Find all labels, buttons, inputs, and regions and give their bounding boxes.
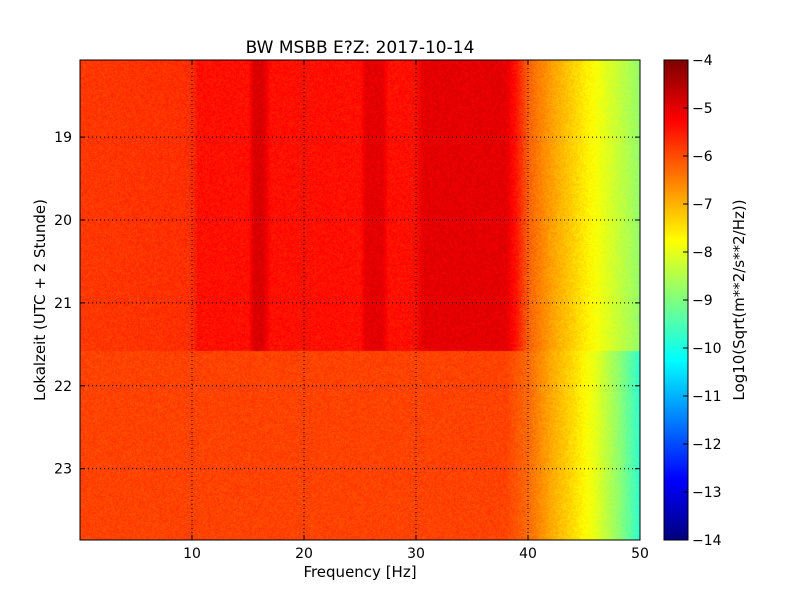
colorbar-tick-label: −10: [692, 341, 722, 357]
colorbar-frame: [663, 59, 689, 541]
colorbar-tick-label: −6: [692, 149, 713, 165]
x-tick-label: 20: [295, 546, 313, 562]
colorbar-tick-label: −14: [692, 533, 722, 549]
y-tick-label: 21: [54, 296, 72, 312]
x-axis-label: Frequency [Hz]: [303, 563, 416, 581]
colorbar-tick-label: −9: [692, 293, 713, 309]
x-tick-label: 40: [519, 546, 537, 562]
x-tick-label: 30: [407, 546, 425, 562]
chart-title: BW MSBB E?Z: 2017-10-14: [246, 38, 475, 58]
colorbar-tick-label: −8: [692, 245, 713, 261]
x-tick-label: 50: [631, 546, 649, 562]
x-tick-label: 10: [183, 546, 201, 562]
y-tick-label: 20: [54, 213, 72, 229]
colorbar-tick-label: −11: [692, 389, 722, 405]
colorbar-tick-label: −12: [692, 437, 722, 453]
y-tick-label: 23: [54, 462, 72, 478]
colorbar-tick-label: −13: [692, 485, 722, 501]
y-axis-label: Lokalzeit (UTC + 2 Stunde): [31, 199, 49, 401]
plot-frame: [79, 59, 641, 541]
colorbar-tick-label: −4: [692, 53, 713, 69]
colorbar-label: Log10(Sqrt(m**2/s**2/Hz)): [730, 199, 748, 400]
spectrogram-heatmap: [80, 60, 640, 540]
y-tick-label: 22: [54, 379, 72, 395]
colorbar-tick-label: −5: [692, 101, 713, 117]
colorbar-tick-label: −7: [692, 197, 713, 213]
y-tick-label: 19: [54, 130, 72, 146]
